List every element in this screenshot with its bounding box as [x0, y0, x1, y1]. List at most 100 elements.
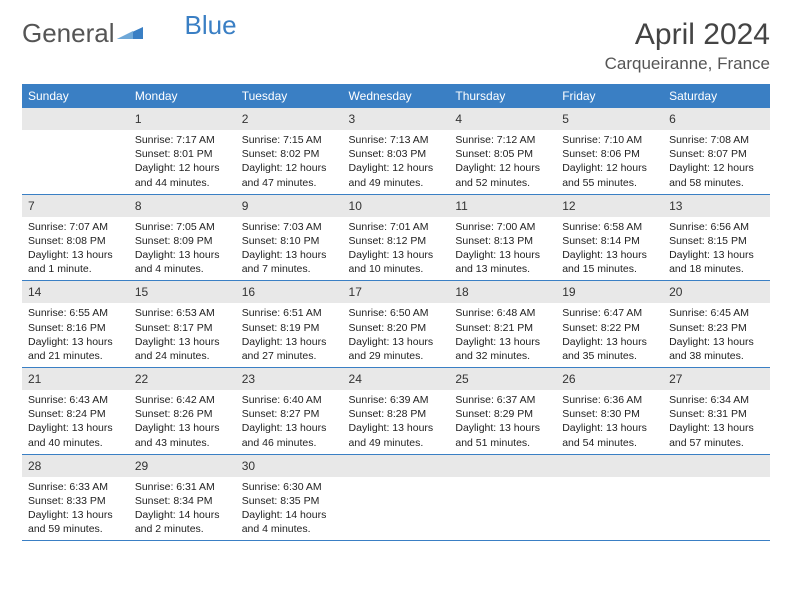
sunrise-line: Sunrise: 7:08 AM — [669, 133, 764, 147]
day-body: Sunrise: 6:39 AMSunset: 8:28 PMDaylight:… — [343, 390, 450, 454]
calendar-day-cell: 13Sunrise: 6:56 AMSunset: 8:15 PMDayligh… — [663, 194, 770, 281]
day-body: Sunrise: 6:37 AMSunset: 8:29 PMDaylight:… — [449, 390, 556, 454]
daylight-line: Daylight: 13 hours and 1 minute. — [28, 248, 123, 276]
daylight-line: Daylight: 12 hours and 44 minutes. — [135, 161, 230, 189]
day-body: Sunrise: 7:05 AMSunset: 8:09 PMDaylight:… — [129, 217, 236, 281]
sunrise-line: Sunrise: 6:56 AM — [669, 220, 764, 234]
sunset-line: Sunset: 8:27 PM — [242, 407, 337, 421]
sunrise-line: Sunrise: 7:00 AM — [455, 220, 550, 234]
calendar-day-cell: 24Sunrise: 6:39 AMSunset: 8:28 PMDayligh… — [343, 368, 450, 455]
day-number: 10 — [349, 199, 362, 213]
sunset-line: Sunset: 8:31 PM — [669, 407, 764, 421]
daylight-line: Daylight: 12 hours and 55 minutes. — [562, 161, 657, 189]
day-number: 19 — [562, 285, 575, 299]
day-number: 28 — [28, 459, 41, 473]
calendar-day-cell: 6Sunrise: 7:08 AMSunset: 8:07 PMDaylight… — [663, 108, 770, 194]
sunrise-line: Sunrise: 7:15 AM — [242, 133, 337, 147]
daylight-line: Daylight: 13 hours and 29 minutes. — [349, 335, 444, 363]
weekday-header: Wednesday — [343, 84, 450, 108]
calendar-day-cell: 28Sunrise: 6:33 AMSunset: 8:33 PMDayligh… — [22, 454, 129, 541]
day-body: Sunrise: 6:45 AMSunset: 8:23 PMDaylight:… — [663, 303, 770, 367]
day-body: Sunrise: 6:58 AMSunset: 8:14 PMDaylight:… — [556, 217, 663, 281]
day-body: Sunrise: 6:51 AMSunset: 8:19 PMDaylight:… — [236, 303, 343, 367]
day-body: Sunrise: 7:03 AMSunset: 8:10 PMDaylight:… — [236, 217, 343, 281]
calendar-day-cell: 4Sunrise: 7:12 AMSunset: 8:05 PMDaylight… — [449, 108, 556, 194]
day-number: 16 — [242, 285, 255, 299]
day-number: 13 — [669, 199, 682, 213]
daylight-line: Daylight: 13 hours and 57 minutes. — [669, 421, 764, 449]
day-number: 26 — [562, 372, 575, 386]
day-number: 11 — [455, 199, 467, 213]
day-number: 22 — [135, 372, 148, 386]
sunrise-line: Sunrise: 7:17 AM — [135, 133, 230, 147]
day-body: Sunrise: 6:48 AMSunset: 8:21 PMDaylight:… — [449, 303, 556, 367]
day-body: Sunrise: 6:30 AMSunset: 8:35 PMDaylight:… — [236, 477, 343, 541]
calendar-day-cell: 3Sunrise: 7:13 AMSunset: 8:03 PMDaylight… — [343, 108, 450, 194]
calendar-day-cell — [449, 454, 556, 541]
sunrise-line: Sunrise: 7:12 AM — [455, 133, 550, 147]
calendar-day-cell: 27Sunrise: 6:34 AMSunset: 8:31 PMDayligh… — [663, 368, 770, 455]
sunset-line: Sunset: 8:17 PM — [135, 321, 230, 335]
sunrise-line: Sunrise: 7:03 AM — [242, 220, 337, 234]
sunset-line: Sunset: 8:22 PM — [562, 321, 657, 335]
daylight-line: Daylight: 13 hours and 24 minutes. — [135, 335, 230, 363]
sunrise-line: Sunrise: 7:10 AM — [562, 133, 657, 147]
day-body: Sunrise: 7:00 AMSunset: 8:13 PMDaylight:… — [449, 217, 556, 281]
weekday-header: Monday — [129, 84, 236, 108]
sunrise-line: Sunrise: 6:55 AM — [28, 306, 123, 320]
day-number: 8 — [135, 199, 142, 213]
sunrise-line: Sunrise: 6:53 AM — [135, 306, 230, 320]
calendar-day-cell: 29Sunrise: 6:31 AMSunset: 8:34 PMDayligh… — [129, 454, 236, 541]
day-number: 23 — [242, 372, 255, 386]
day-number: 21 — [28, 372, 41, 386]
calendar-day-cell — [663, 454, 770, 541]
day-body: Sunrise: 7:08 AMSunset: 8:07 PMDaylight:… — [663, 130, 770, 194]
sunset-line: Sunset: 8:19 PM — [242, 321, 337, 335]
calendar-day-cell: 2Sunrise: 7:15 AMSunset: 8:02 PMDaylight… — [236, 108, 343, 194]
sunrise-line: Sunrise: 6:36 AM — [562, 393, 657, 407]
sunrise-line: Sunrise: 6:39 AM — [349, 393, 444, 407]
calendar-week-row: 7 Sunrise: 7:07 AMSunset: 8:08 PMDaylight… — [22, 194, 770, 281]
calendar-day-cell: 14Sunrise: 6:55 AMSunset: 8:16 PMDayligh… — [22, 281, 129, 368]
daylight-line: Daylight: 13 hours and 40 minutes. — [28, 421, 123, 449]
calendar-day-cell — [556, 454, 663, 541]
day-body: Sunrise: 6:47 AMSunset: 8:22 PMDaylight:… — [556, 303, 663, 367]
day-number: 18 — [455, 285, 468, 299]
day-body: Sunrise: 7:17 AMSunset: 8:01 PMDaylight:… — [129, 130, 236, 194]
calendar-day-cell: 19 Sunrise: 6:47 AMSunset: 8:22 PMDayligh… — [556, 281, 663, 368]
calendar-day-cell: 7 Sunrise: 7:07 AMSunset: 8:08 PMDaylight… — [22, 194, 129, 281]
daylight-line: Daylight: 12 hours and 49 minutes. — [349, 161, 444, 189]
header: General Blue April 2024 Carqueiranne, Fr… — [22, 18, 770, 74]
daylight-line: Daylight: 13 hours and 38 minutes. — [669, 335, 764, 363]
day-number: 7 — [28, 199, 35, 213]
day-number: 15 — [135, 285, 148, 299]
sunrise-line: Sunrise: 6:43 AM — [28, 393, 123, 407]
daylight-line: Daylight: 13 hours and 43 minutes. — [135, 421, 230, 449]
day-number: 20 — [669, 285, 682, 299]
weekday-header: Sunday — [22, 84, 129, 108]
logo-text-blue: Blue — [185, 10, 237, 41]
day-number: 4 — [455, 112, 462, 126]
sunrise-line: Sunrise: 7:07 AM — [28, 220, 123, 234]
daylight-line: Daylight: 13 hours and 13 minutes. — [455, 248, 550, 276]
day-number: 12 — [562, 199, 575, 213]
daylight-line: Daylight: 13 hours and 27 minutes. — [242, 335, 337, 363]
calendar-week-row: 21Sunrise: 6:43 AMSunset: 8:24 PMDayligh… — [22, 368, 770, 455]
day-body: Sunrise: 7:15 AMSunset: 8:02 PMDaylight:… — [236, 130, 343, 194]
daylight-line: Daylight: 13 hours and 32 minutes. — [455, 335, 550, 363]
sunrise-line: Sunrise: 6:42 AM — [135, 393, 230, 407]
weekday-header: Friday — [556, 84, 663, 108]
day-body: Sunrise: 7:07 AMSunset: 8:08 PMDaylight:… — [22, 217, 129, 281]
sunset-line: Sunset: 8:07 PM — [669, 147, 764, 161]
day-number: 30 — [242, 459, 255, 473]
calendar-week-row: 14Sunrise: 6:55 AMSunset: 8:16 PMDayligh… — [22, 281, 770, 368]
location: Carqueiranne, France — [605, 54, 770, 74]
day-body: Sunrise: 6:40 AMSunset: 8:27 PMDaylight:… — [236, 390, 343, 454]
daylight-line: Daylight: 13 hours and 18 minutes. — [669, 248, 764, 276]
calendar-day-cell: 25Sunrise: 6:37 AMSunset: 8:29 PMDayligh… — [449, 368, 556, 455]
day-body: Sunrise: 7:01 AMSunset: 8:12 PMDaylight:… — [343, 217, 450, 281]
sunset-line: Sunset: 8:10 PM — [242, 234, 337, 248]
day-body: Sunrise: 6:50 AMSunset: 8:20 PMDaylight:… — [343, 303, 450, 367]
month-title: April 2024 — [605, 18, 770, 52]
sunset-line: Sunset: 8:16 PM — [28, 321, 123, 335]
